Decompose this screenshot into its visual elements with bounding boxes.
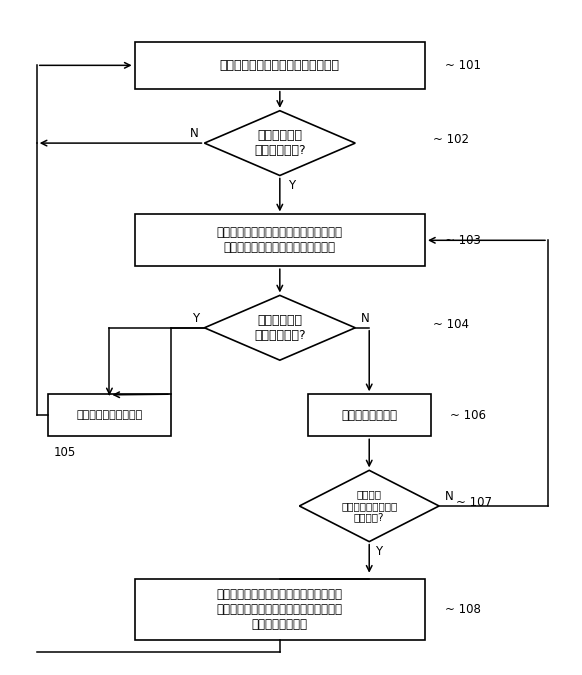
- Text: 控制室内风机以第二设定风速运行，直至
再次满足室内风机的停止运行条件，控制
室内风机停止运行: 控制室内风机以第二设定风速运行，直至 再次满足室内风机的停止运行条件，控制 室内…: [217, 588, 343, 631]
- Polygon shape: [204, 111, 355, 176]
- Text: 运行时间达到
设定运行时间?: 运行时间达到 设定运行时间?: [254, 314, 306, 342]
- FancyBboxPatch shape: [48, 394, 171, 436]
- Text: ~ 104: ~ 104: [434, 318, 470, 331]
- Text: Y: Y: [288, 179, 295, 192]
- Text: Y: Y: [191, 312, 199, 325]
- Text: 105: 105: [54, 446, 76, 459]
- Text: N: N: [445, 490, 453, 503]
- Text: 对室内风机停止运行的停机时间计时: 对室内风机停止运行的停机时间计时: [220, 59, 340, 72]
- Text: Y: Y: [375, 545, 382, 558]
- Polygon shape: [299, 470, 439, 541]
- Text: 控制室内风机停止运行: 控制室内风机停止运行: [76, 410, 143, 421]
- Text: ~ 106: ~ 106: [450, 409, 486, 422]
- FancyBboxPatch shape: [308, 394, 431, 436]
- Text: ~ 101: ~ 101: [445, 59, 481, 72]
- Text: N: N: [190, 127, 199, 140]
- Text: 获取室内环境温度: 获取室内环境温度: [341, 409, 398, 422]
- Polygon shape: [204, 296, 355, 360]
- Text: 停机时间达到
设定停机时间?: 停机时间达到 设定停机时间?: [254, 129, 306, 157]
- Text: 控制室内风机以第一设定风速运行，并对
以第一设定风速运行的运行时间计时: 控制室内风机以第一设定风速运行，并对 以第一设定风速运行的运行时间计时: [217, 226, 343, 254]
- FancyBboxPatch shape: [134, 215, 425, 266]
- Text: ~ 107: ~ 107: [456, 496, 492, 509]
- Text: N: N: [361, 312, 370, 325]
- FancyBboxPatch shape: [134, 42, 425, 88]
- Text: ~ 102: ~ 102: [434, 134, 470, 146]
- FancyBboxPatch shape: [134, 579, 425, 641]
- Text: 室内环境
温度满足室内风机的
重启条件?: 室内环境 温度满足室内风机的 重启条件?: [341, 489, 398, 522]
- Text: ~ 108: ~ 108: [445, 603, 481, 616]
- Text: ~ 103: ~ 103: [445, 234, 481, 247]
